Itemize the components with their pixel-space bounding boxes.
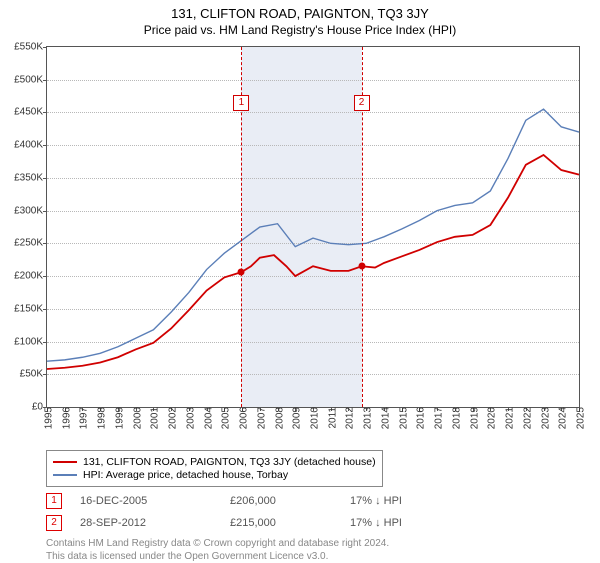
x-axis-label: 2015 xyxy=(394,407,409,429)
sale-hpi: 17% ↓ HPI xyxy=(350,495,470,507)
y-axis-label: £50K xyxy=(20,369,47,380)
x-axis-label: 2021 xyxy=(501,407,516,429)
y-axis-label: £350K xyxy=(14,172,47,183)
sales-table: 1 16-DEC-2005£206,00017% ↓ HPI 2 28-SEP-201… xyxy=(46,493,580,531)
x-axis-label: 2022 xyxy=(518,407,533,429)
sale-date: 16-DEC-2005 xyxy=(80,495,230,507)
x-axis-label: 1999 xyxy=(110,407,125,429)
series-hpi xyxy=(47,109,579,361)
chart-plot-area: £0£50K£100K£150K£200K£250K£300K£350K£400… xyxy=(46,46,580,408)
y-axis-label: £150K xyxy=(14,303,47,314)
x-axis-label: 2004 xyxy=(199,407,214,429)
sale-row-marker: 2 xyxy=(46,515,62,531)
x-axis-label: 2010 xyxy=(306,407,321,429)
x-axis-label: 1997 xyxy=(75,407,90,429)
y-axis-label: £550K xyxy=(14,42,47,53)
legend-box: 131, CLIFTON ROAD, PAIGNTON, TQ3 3JY (de… xyxy=(46,450,383,487)
sale-marker-box: 1 xyxy=(233,95,249,111)
x-axis-label: 2009 xyxy=(288,407,303,429)
x-axis-label: 2020 xyxy=(483,407,498,429)
x-axis-label: 2003 xyxy=(181,407,196,429)
sale-row: 1 16-DEC-2005£206,00017% ↓ HPI xyxy=(46,493,580,509)
series-price_paid xyxy=(47,155,579,369)
legend-label: 131, CLIFTON ROAD, PAIGNTON, TQ3 3JY (de… xyxy=(83,456,376,468)
x-axis-label: 2014 xyxy=(376,407,391,429)
footnote-line2: This data is licensed under the Open Gov… xyxy=(46,551,328,562)
x-axis-label: 2017 xyxy=(430,407,445,429)
x-axis-label: 2007 xyxy=(252,407,267,429)
sale-marker-box: 2 xyxy=(354,95,370,111)
sale-price: £215,000 xyxy=(230,517,350,529)
x-axis-label: 2012 xyxy=(341,407,356,429)
y-axis-label: £300K xyxy=(14,205,47,216)
y-axis-label: £200K xyxy=(14,271,47,282)
y-axis-label: £100K xyxy=(14,336,47,347)
x-axis-label: 2011 xyxy=(323,407,338,429)
y-axis-label: £250K xyxy=(14,238,47,249)
x-axis-label: 2019 xyxy=(465,407,480,429)
footnote: Contains HM Land Registry data © Crown c… xyxy=(46,537,580,563)
y-axis-label: £450K xyxy=(14,107,47,118)
x-axis-label: 2002 xyxy=(164,407,179,429)
x-axis-label: 2025 xyxy=(572,407,587,429)
sale-hpi: 17% ↓ HPI xyxy=(350,517,470,529)
x-axis-label: 1995 xyxy=(40,407,55,429)
x-axis-label: 2013 xyxy=(359,407,374,429)
legend-and-footer: 131, CLIFTON ROAD, PAIGNTON, TQ3 3JY (de… xyxy=(46,450,580,563)
chart-subtitle: Price paid vs. HM Land Registry's House … xyxy=(0,21,600,37)
x-axis-label: 1998 xyxy=(93,407,108,429)
legend-label: HPI: Average price, detached house, Torb… xyxy=(83,469,288,481)
y-axis-label: £400K xyxy=(14,140,47,151)
x-axis-label: 2023 xyxy=(536,407,551,429)
x-axis-label: 2006 xyxy=(235,407,250,429)
footnote-line1: Contains HM Land Registry data © Crown c… xyxy=(46,538,389,549)
y-axis-label: £500K xyxy=(14,74,47,85)
x-axis-label: 2018 xyxy=(447,407,462,429)
sale-price: £206,000 xyxy=(230,495,350,507)
sale-row: 2 28-SEP-2012£215,00017% ↓ HPI xyxy=(46,515,580,531)
sale-dot xyxy=(358,263,365,270)
x-axis-label: 1996 xyxy=(57,407,72,429)
chart-svg xyxy=(47,47,579,407)
x-axis-label: 2016 xyxy=(412,407,427,429)
x-axis-label: 2005 xyxy=(217,407,232,429)
chart-title: 131, CLIFTON ROAD, PAIGNTON, TQ3 3JY xyxy=(0,0,600,21)
legend-row: HPI: Average price, detached house, Torb… xyxy=(53,469,376,481)
x-axis-label: 2001 xyxy=(146,407,161,429)
legend-swatch xyxy=(53,474,77,476)
x-axis-label: 2008 xyxy=(270,407,285,429)
legend-row: 131, CLIFTON ROAD, PAIGNTON, TQ3 3JY (de… xyxy=(53,456,376,468)
sale-dot xyxy=(238,269,245,276)
x-axis-label: 2024 xyxy=(554,407,569,429)
x-axis-label: 2000 xyxy=(128,407,143,429)
legend-swatch xyxy=(53,461,77,463)
sale-row-marker: 1 xyxy=(46,493,62,509)
sale-date: 28-SEP-2012 xyxy=(80,517,230,529)
